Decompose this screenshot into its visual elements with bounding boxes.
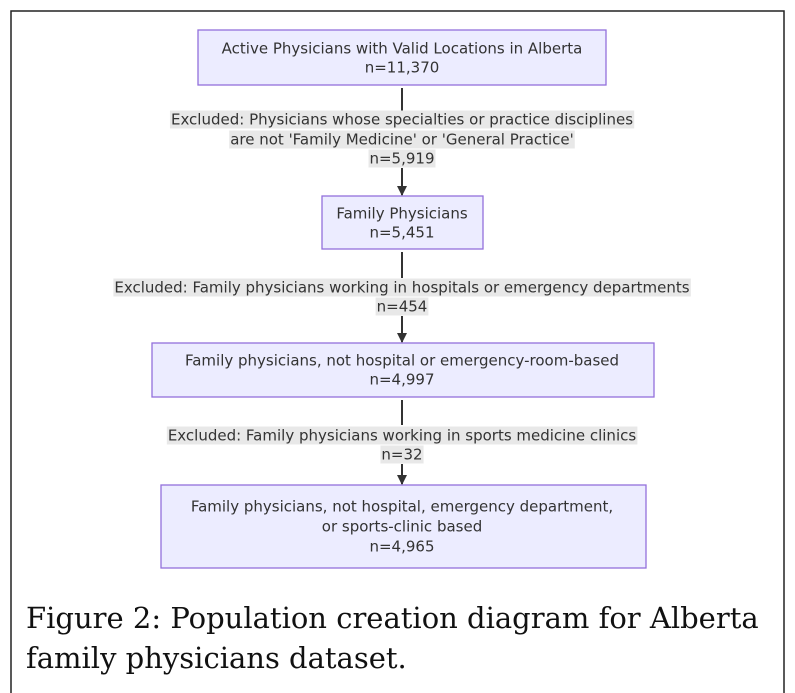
node-text: n=5,451 (369, 224, 434, 242)
edge-label-bg (166, 426, 638, 445)
edge-label: Excluded: Family physicians working in s… (168, 427, 637, 445)
edge-label-bg (375, 297, 429, 316)
edge-label-bg (113, 278, 691, 297)
node-text: Active Physicians with Valid Locations i… (222, 40, 583, 58)
frame (10, 10, 785, 693)
edge-label: Excluded: Physicians whose specialties o… (171, 111, 633, 129)
caption: family physicians dataset. (26, 641, 407, 675)
node (321, 195, 484, 250)
node-text: Family physicians, not hospital or emerg… (185, 352, 619, 370)
node-text: n=11,370 (365, 59, 440, 77)
node-text: n=4,997 (369, 371, 434, 389)
node-text: Family Physicians (336, 205, 468, 223)
edge-label-bg (380, 445, 424, 464)
node-text: or sports-clinic based (322, 518, 482, 536)
edge-label: are not 'Family Medicine' or 'General Pr… (230, 131, 574, 149)
node (197, 29, 607, 86)
edge-label: Excluded: Family physicians working in h… (114, 279, 689, 297)
edge-label-bg (169, 110, 635, 129)
node-text: n=4,965 (369, 538, 434, 556)
edge-label-bg (368, 149, 436, 168)
edge-label: n=5,919 (369, 150, 434, 168)
node (151, 342, 655, 398)
edge-label: n=32 (381, 446, 422, 464)
edge-label-bg (229, 130, 575, 149)
caption: Figure 2: Population creation diagram fo… (26, 601, 759, 635)
node (160, 484, 647, 569)
node-text: Family physicians, not hospital, emergen… (191, 498, 613, 516)
edge-label: n=454 (377, 298, 428, 316)
